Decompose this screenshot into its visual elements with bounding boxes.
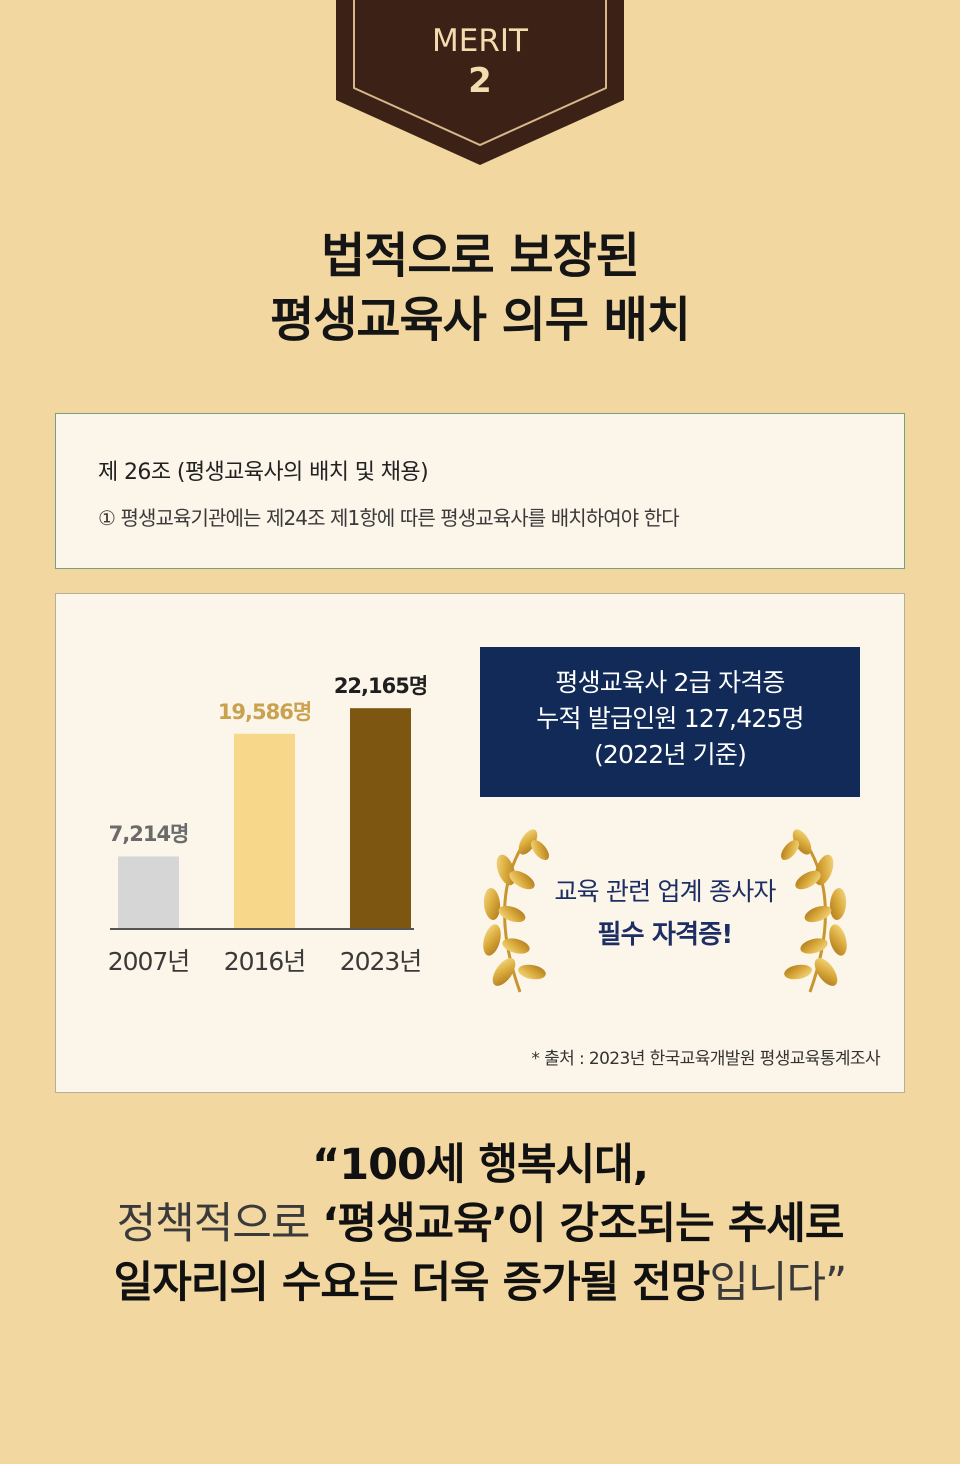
wreath-line2: 필수 자격증!: [597, 920, 734, 950]
bar-chart: 7,214명 2007년 19,586명 2016년 22,165명 2023년: [96, 654, 436, 984]
merit-badge-text: MERIT 2: [0, 22, 960, 102]
stat-box: 7,214명 2007년 19,586명 2016년 22,165명 2023년 평생교육…: [55, 593, 905, 1093]
merit-label: MERIT: [432, 23, 528, 59]
bar-0: [118, 856, 179, 928]
x-tick-label: 2007년: [107, 947, 191, 976]
headline-line1: 법적으로 보장된: [321, 228, 640, 284]
bar-value-label: 19,586명: [217, 699, 312, 724]
quote-line2: 정책적으로 ‘평생교육’이 강조되는 추세로: [0, 1195, 960, 1254]
law-title: 제 26조 (평생교육사의 배치 및 채용): [98, 460, 429, 485]
laurel-right-icon: [781, 829, 847, 993]
x-tick-label: 2016년: [223, 947, 307, 976]
quote-line3-light: 입니다”: [709, 1258, 847, 1308]
bar-value-label: 7,214명: [108, 822, 190, 847]
bar-1: [234, 733, 295, 928]
source-note: * 출처 : 2023년 한국교육개발원 평생교육통계조사: [531, 1049, 880, 1069]
merit-badge: [336, 0, 624, 165]
bar-2: [350, 708, 411, 928]
bar-value-label: 22,165명: [333, 674, 428, 699]
laurel-wreath-icon: [483, 829, 847, 993]
headline: 법적으로 보장된 평생교육사 의무 배치: [0, 224, 960, 352]
quote-line1: “100세 행복시대,: [311, 1140, 649, 1190]
bar-chart-svg: [110, 708, 414, 930]
quote-line2-light: 정책적으로: [116, 1199, 323, 1249]
law-box: 제 26조 (평생교육사의 배치 및 채용) ① 평생교육기관에는 제24조 제…: [55, 413, 905, 569]
closing-quote: “100세 행복시대, 정책적으로 ‘평생교육’이 강조되는 추세로 일자리의 …: [0, 1136, 960, 1313]
headline-line2: 평생교육사 의무 배치: [270, 292, 691, 348]
quote-line2-bold: ‘평생교육’이 강조되는 추세로: [322, 1199, 844, 1249]
x-tick-label: 2023년: [339, 947, 423, 976]
certificate-line1: 평생교육사 2급 자격증: [555, 668, 785, 697]
laurel-left-icon: [483, 829, 549, 993]
law-text: ① 평생교육기관에는 제24조 제1항에 따른 평생교육사를 배치하여야 한다: [98, 506, 680, 530]
quote-line3-bold: 일자리의 수요는 더욱 증가될 전망: [113, 1258, 711, 1308]
certificate-line2: 누적 발급인원 127,425명: [536, 704, 804, 733]
wreath-line1: 교육 관련 업계 종사자: [554, 877, 776, 906]
certificate-count-box: 평생교육사 2급 자격증 누적 발급인원 127,425명 (2022년 기준): [480, 647, 860, 797]
laurel-wreath: 교육 관련 업계 종사자 필수 자격증!: [470, 822, 860, 1002]
certificate-line3: (2022년 기준): [593, 740, 747, 769]
quote-line3: 일자리의 수요는 더욱 증가될 전망입니다”: [0, 1254, 960, 1313]
merit-number: 2: [468, 61, 492, 101]
